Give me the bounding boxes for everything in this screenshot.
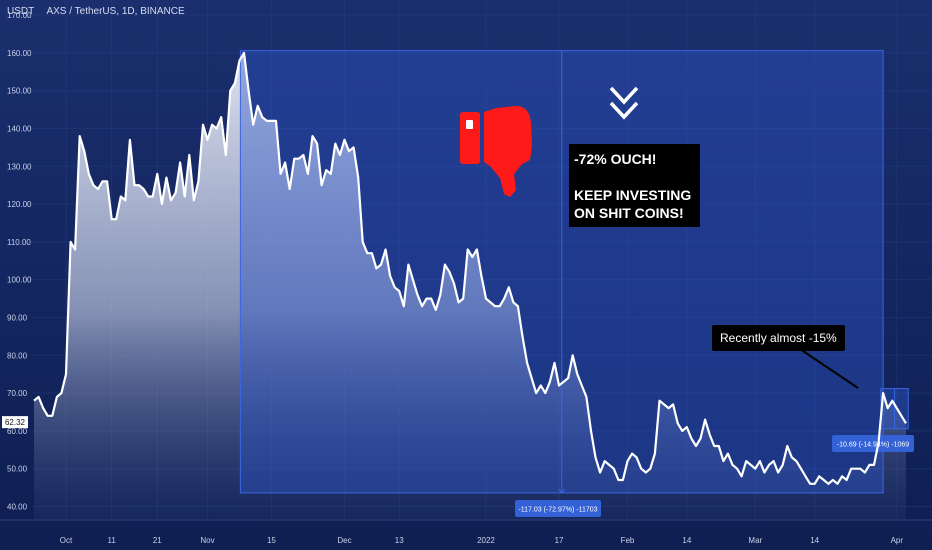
- last-price-tag: [2, 416, 28, 429]
- y-tick-label: 40.00: [7, 503, 28, 512]
- y-tick-label: 120.00: [7, 200, 32, 209]
- thumbs-down-cuff: [460, 112, 480, 164]
- x-tick-label: 14: [682, 536, 691, 545]
- y-tick-label: 90.00: [7, 314, 28, 323]
- y-tick-label: 80.00: [7, 351, 28, 360]
- callout-ouch-line: ON SHIT COINS!: [574, 205, 684, 221]
- y-tick-label: 160.00: [7, 49, 32, 58]
- x-tick-label: 17: [555, 536, 564, 545]
- y-tick-label: 60.00: [7, 427, 28, 436]
- y-tick-label: 140.00: [7, 125, 32, 134]
- axis-unit-label: USDT: [7, 6, 35, 17]
- price-range-label: -117.03 (-72.97%) -11703: [518, 507, 597, 514]
- y-tick-label: 170.00: [7, 11, 32, 20]
- thumbs-down-hand: [484, 106, 532, 197]
- thumbs-down-cuff-mark: [466, 120, 473, 129]
- chevron-down-icon: [609, 101, 639, 120]
- callout-ouch-line: KEEP INVESTING: [574, 187, 692, 203]
- callout-ouch-line: -72% OUCH!: [574, 151, 657, 167]
- x-tick-label: 11: [107, 536, 116, 545]
- chevron-down-icon: [609, 86, 639, 105]
- price-range-label-bg: [515, 500, 601, 517]
- y-tick-label: 70.00: [7, 389, 28, 398]
- x-tick-label: 2022: [477, 536, 495, 545]
- x-tick-label: Mar: [748, 536, 762, 545]
- price-range-small-label-bg: [832, 435, 914, 452]
- symbol-title: AXS / TetherUS, 1D, BINANCE: [46, 6, 185, 17]
- chart-header: USDT AXS / TetherUS, 1D, BINANCE: [7, 6, 185, 17]
- callout-recent: Recently almost -15%: [712, 325, 845, 351]
- x-tick-label: 14: [810, 536, 819, 545]
- price-area: [34, 52, 906, 521]
- price-range-arrowhead: [558, 488, 566, 494]
- price-line: [33, 51, 907, 485]
- y-tick-label: 100.00: [7, 276, 32, 285]
- x-tick-label: Dec: [337, 536, 351, 545]
- x-tick-label: Nov: [200, 536, 214, 545]
- x-tick-label: 15: [267, 536, 276, 545]
- x-tick-label: 21: [153, 536, 162, 545]
- double-chevron-down-icon: [609, 86, 639, 120]
- y-tick-label: 110.00: [7, 238, 31, 247]
- x-tick-label: Oct: [60, 536, 73, 545]
- callout-pointer: [799, 348, 859, 389]
- callout-ouch: -72% OUCH! KEEP INVESTING ON SHIT COINS!: [569, 144, 700, 227]
- y-tick-label: 50.00: [7, 465, 28, 474]
- x-tick-label: Feb: [621, 536, 635, 545]
- price-range-small-label: -10.69 (-14.94%) -1069: [837, 442, 909, 449]
- last-price-label: 62.32: [5, 418, 26, 427]
- x-tick-label: 13: [395, 536, 404, 545]
- callout-ouch-line: [574, 168, 696, 186]
- x-tick-label: Apr: [891, 536, 904, 545]
- y-tick-label: 150.00: [7, 87, 32, 96]
- thumbs-down-icon: [460, 106, 532, 197]
- y-tick-label: 130.00: [7, 162, 32, 171]
